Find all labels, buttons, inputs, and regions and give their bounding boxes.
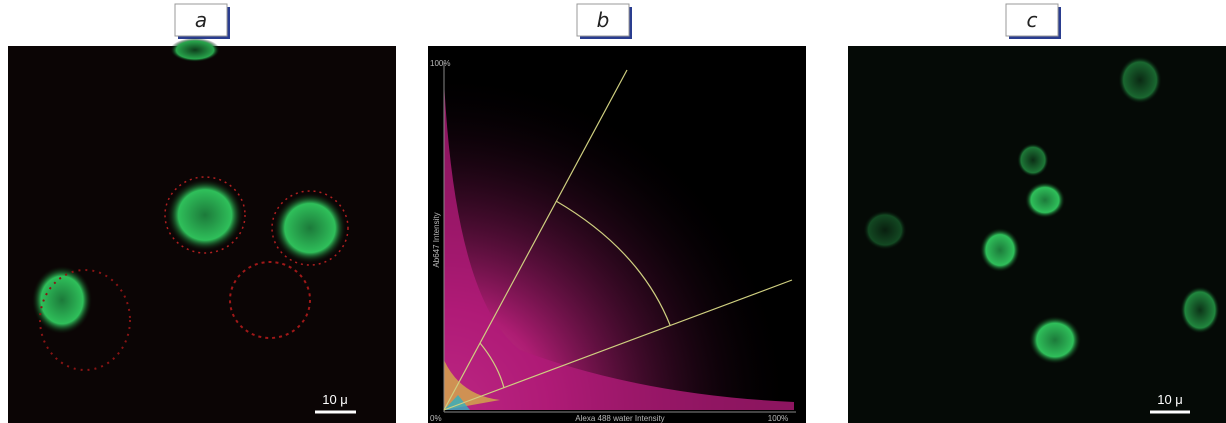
micrograph-a: 10 μ bbox=[8, 38, 396, 423]
panel-label: c bbox=[1027, 8, 1038, 32]
panel-label-box: c bbox=[1006, 4, 1061, 39]
panel-label: a bbox=[195, 8, 207, 32]
figure: a b c 10 μ bbox=[0, 0, 1226, 423]
x-axis-label: Alexa 488 water Intensity bbox=[575, 414, 664, 423]
panel-label-box: b bbox=[577, 4, 632, 39]
scale-bar-label: 10 μ bbox=[1157, 392, 1183, 407]
scale-bar-label: 10 μ bbox=[322, 392, 348, 407]
y-axis-label: Ab647 Intensity bbox=[432, 212, 441, 267]
y-max-label: 100% bbox=[430, 59, 450, 68]
scatter-image-b: 100% 0% Alexa 488 water Intensity 100% A… bbox=[428, 46, 806, 423]
x-max-label: 100% bbox=[768, 414, 788, 423]
origin-label: 0% bbox=[430, 414, 442, 423]
panel-label: b bbox=[597, 8, 610, 32]
micrograph-c: 10 μ bbox=[848, 46, 1226, 423]
panel-label-box: a bbox=[175, 4, 230, 39]
